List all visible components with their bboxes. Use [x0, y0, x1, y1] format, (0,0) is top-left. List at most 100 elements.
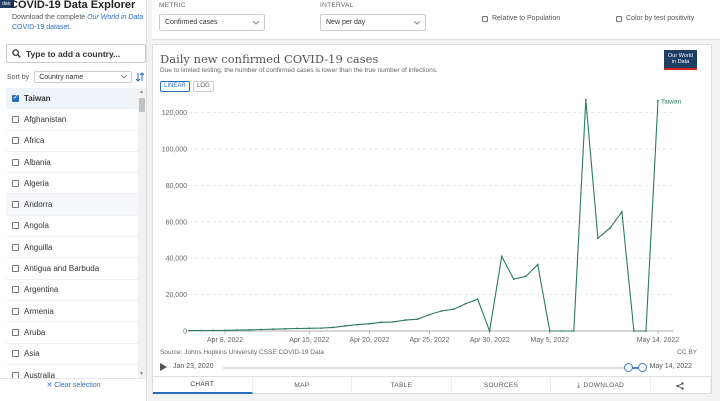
country-checkbox[interactable] [12, 307, 19, 315]
country-item[interactable]: Andorra [6, 194, 138, 216]
play-icon[interactable] [160, 363, 167, 371]
tab-download[interactable]: ⤓ DOWNLOAD [551, 377, 651, 394]
chart-subtitle: Due to limited testing, the number of co… [160, 67, 438, 74]
country-item[interactable]: Aruba [6, 322, 138, 344]
country-label: Anguilla [24, 242, 53, 252]
data-point [356, 323, 359, 326]
positivity-checkbox[interactable] [616, 15, 622, 22]
dataset-link[interactable]: Our World in Data COVID-19 dataset [12, 14, 144, 31]
country-item[interactable]: Armenia [6, 301, 138, 323]
country-item[interactable]: Anguilla [6, 237, 138, 259]
country-label: Asia [24, 349, 40, 359]
tab-chart[interactable]: CHART [153, 377, 253, 394]
metric-dropdown[interactable]: Confirmed cases [159, 14, 265, 31]
scroll-up-icon[interactable]: ▲ [139, 89, 144, 95]
y-tick-label: 80,000 [166, 183, 188, 190]
tab-label: DOWNLOAD [583, 382, 625, 389]
timeline-selected-range [628, 367, 641, 369]
interval-dropdown[interactable]: New per day [320, 14, 426, 31]
country-checkbox[interactable] [12, 286, 19, 294]
data-point [584, 98, 587, 101]
timeline-end-handle[interactable] [638, 363, 647, 372]
country-checkbox[interactable] [12, 328, 19, 336]
country-checkbox[interactable] [12, 115, 19, 123]
data-point [368, 322, 371, 325]
tab-map[interactable]: MAP [253, 377, 353, 394]
sort-direction-icon[interactable] [136, 72, 145, 82]
country-label: Argentina [24, 285, 59, 295]
country-checkbox[interactable] [12, 243, 19, 251]
data-point [212, 329, 214, 332]
country-item[interactable]: Antigua and Barbuda [6, 258, 138, 280]
line-chart: 0 20,000 40,000 60,000 80,000 100,000 120,000 A… [162, 98, 682, 344]
country-list-scrollbar[interactable]: ▲ ▼ [138, 88, 146, 378]
timeline-start-handle[interactable] [624, 363, 633, 372]
country-item[interactable]: Algeria [6, 173, 138, 195]
brand-tag: data [0, 0, 14, 8]
country-checkbox[interactable] [12, 94, 19, 102]
country-item[interactable]: Taiwan [6, 88, 138, 110]
tab-table[interactable]: TABLE [352, 377, 452, 394]
timeline-track[interactable] [223, 367, 643, 369]
description-text: Download the complete [12, 14, 88, 21]
data-point [200, 329, 202, 332]
country-item[interactable]: Australia [6, 365, 138, 378]
share-button[interactable] [651, 377, 712, 394]
country-checkbox[interactable] [12, 350, 19, 358]
y-tick-label: 120,000 [162, 110, 187, 117]
country-item[interactable]: Angola [6, 216, 138, 238]
log-scale-button[interactable]: LOG [193, 81, 214, 92]
country-checkbox[interactable] [12, 371, 19, 378]
series-label-taiwan: Taiwan [661, 99, 682, 106]
search-icon [12, 49, 21, 58]
controls-bar: METRIC Confirmed cases INTERVAL New per … [152, 0, 720, 40]
tab-label: MAP [294, 382, 310, 389]
country-checkbox[interactable] [12, 265, 19, 273]
country-item[interactable]: Argentina [6, 280, 138, 301]
data-point [224, 329, 226, 332]
country-label: Andorra [24, 200, 53, 210]
tab-sources[interactable]: SOURCES [452, 377, 552, 394]
country-label: Albania [24, 157, 51, 167]
data-point [560, 330, 563, 332]
country-checkbox[interactable] [12, 201, 19, 209]
country-item[interactable]: Albania [6, 152, 138, 174]
data-point [296, 327, 299, 330]
sort-select[interactable]: Country name [34, 71, 133, 83]
explorer-description: Download the complete Our World in Data … [12, 13, 144, 33]
country-checkbox[interactable] [12, 137, 19, 145]
logo-line-2: in Data [671, 59, 690, 65]
chart-source: Source: Johns Hopkins University CSSE CO… [160, 349, 325, 356]
data-point [308, 327, 311, 330]
timeline-end-label: May 14, 2022 [649, 363, 692, 370]
country-checkbox[interactable] [12, 179, 19, 187]
linear-scale-button[interactable]: LINEAR [160, 81, 190, 92]
data-point [272, 328, 275, 331]
license-label[interactable]: CC BY [677, 349, 697, 356]
country-item[interactable]: Afghanistan [6, 109, 138, 131]
metric-label: METRIC [159, 2, 186, 9]
country-item[interactable]: Asia [6, 344, 138, 365]
color-by-positivity-toggle[interactable]: Color by test positivity [616, 15, 694, 22]
owid-logo[interactable]: Our World in Data [664, 50, 697, 70]
logo-line-1: Our World [668, 53, 693, 59]
relative-checkbox[interactable] [482, 15, 488, 22]
data-point [524, 275, 527, 278]
data-point [320, 327, 323, 329]
clear-selection-button[interactable]: ✕ Clear selection [0, 378, 147, 392]
tab-label: SOURCES [483, 382, 519, 389]
chart-title: Daily new confirmed COVID-19 cases [160, 52, 379, 66]
data-point [476, 298, 479, 301]
country-item[interactable]: Africa [6, 131, 138, 152]
timeline: Jan 23, 2020 May 14, 2022 [160, 362, 706, 374]
scroll-thumb[interactable] [139, 98, 145, 112]
country-checkbox[interactable] [12, 158, 19, 166]
country-search-input[interactable]: Type to add a country... [6, 44, 146, 63]
relative-label: Relative to Population [492, 15, 561, 22]
relative-to-population-toggle[interactable]: Relative to Population [482, 15, 560, 22]
country-checkbox[interactable] [12, 222, 19, 230]
x-tick-label: Apr 8, 2022 [207, 337, 243, 344]
series-line-taiwan[interactable] [188, 99, 659, 334]
scroll-down-icon[interactable]: ▼ [139, 371, 144, 377]
data-point [248, 329, 251, 331]
